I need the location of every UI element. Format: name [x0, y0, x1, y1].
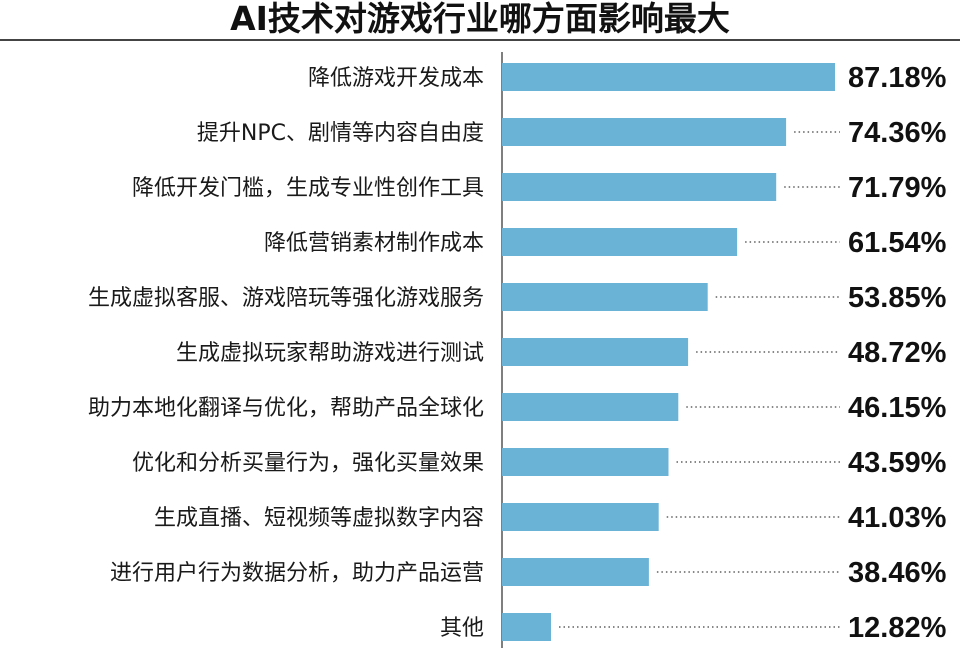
category-label: 生成虚拟玩家帮助游戏进行测试	[176, 341, 484, 366]
value-label: 43.59%	[848, 447, 947, 479]
category-label: 生成直播、短视频等虚拟数字内容	[154, 506, 484, 531]
bar	[502, 118, 787, 146]
value-label: 71.79%	[848, 172, 947, 204]
category-label: 降低营销素材制作成本	[264, 231, 484, 256]
bar	[502, 448, 669, 476]
bar	[502, 228, 738, 256]
bar	[502, 283, 708, 311]
bar	[502, 338, 689, 366]
bar	[502, 393, 679, 421]
category-label: 降低游戏开发成本	[308, 66, 484, 91]
value-label: 53.85%	[848, 282, 947, 314]
value-label: 38.46%	[848, 557, 947, 589]
bar	[502, 613, 551, 641]
bar	[502, 503, 659, 531]
value-label: 46.15%	[848, 392, 947, 424]
category-label: 提升NPC、剧情等内容自由度	[197, 121, 484, 146]
bar	[502, 173, 777, 201]
category-label: 进行用户行为数据分析，助力产品运营	[110, 561, 484, 586]
value-label: 61.54%	[848, 227, 947, 259]
bars-group: 降低游戏开发成本 87.18% 提升NPC、剧情等内容自由度 74.36% 降低开发门槛…	[88, 62, 947, 644]
category-label: 优化和分析买量行为，强化买量效果	[132, 451, 484, 476]
chart-title: AI技术对游戏行业哪方面影响最大	[230, 0, 730, 38]
value-label: 12.82%	[848, 612, 947, 644]
value-label: 74.36%	[848, 117, 947, 149]
bar	[502, 558, 649, 586]
bar	[502, 63, 835, 91]
category-label: 其他	[440, 616, 484, 641]
category-label: 助力本地化翻译与优化，帮助产品全球化	[88, 396, 484, 421]
value-label: 48.72%	[848, 337, 947, 369]
value-label: 87.18%	[848, 62, 947, 94]
value-label: 41.03%	[848, 502, 947, 534]
category-label: 降低开发门槛，生成专业性创作工具	[132, 176, 484, 201]
category-label: 生成虚拟客服、游戏陪玩等强化游戏服务	[88, 286, 484, 311]
